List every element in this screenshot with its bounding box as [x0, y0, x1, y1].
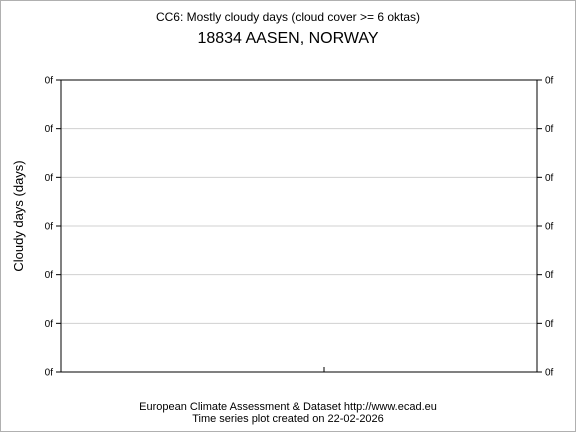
y-tick-label: 0f: [545, 76, 554, 87]
y-axis-left-ticks: 0f 0f 0f 0f 0f 0f 0f: [45, 76, 61, 379]
y-tick-label: 0f: [545, 173, 554, 184]
y-tick-label: 0f: [545, 319, 554, 330]
y-tick-label: 0f: [45, 173, 54, 184]
y-tick-label: 0f: [45, 76, 54, 87]
y-tick-label: 0f: [545, 222, 554, 233]
footer-created: Time series plot created on 22-02-2026: [192, 413, 384, 425]
footer-source: European Climate Assessment & Dataset ht…: [139, 401, 437, 413]
y-tick-label: 0f: [545, 368, 554, 379]
y-axis-right-ticks: 0f 0f 0f 0f 0f 0f 0f: [537, 76, 554, 379]
y-tick-label: 0f: [45, 124, 54, 135]
grid-lines: [61, 128, 537, 324]
y-tick-label: 0f: [45, 270, 54, 281]
y-tick-label: 0f: [545, 124, 554, 135]
y-axis-label: Cloudy days (days): [11, 160, 26, 271]
chart-subtitle: 18834 AASEN, NORWAY: [197, 30, 378, 47]
y-tick-label: 0f: [545, 270, 554, 281]
y-tick-label: 0f: [45, 319, 54, 330]
y-tick-label: 0f: [45, 222, 54, 233]
y-tick-label: 0f: [45, 368, 54, 379]
chart-title: CC6: Mostly cloudy days (cloud cover >= …: [156, 10, 420, 24]
